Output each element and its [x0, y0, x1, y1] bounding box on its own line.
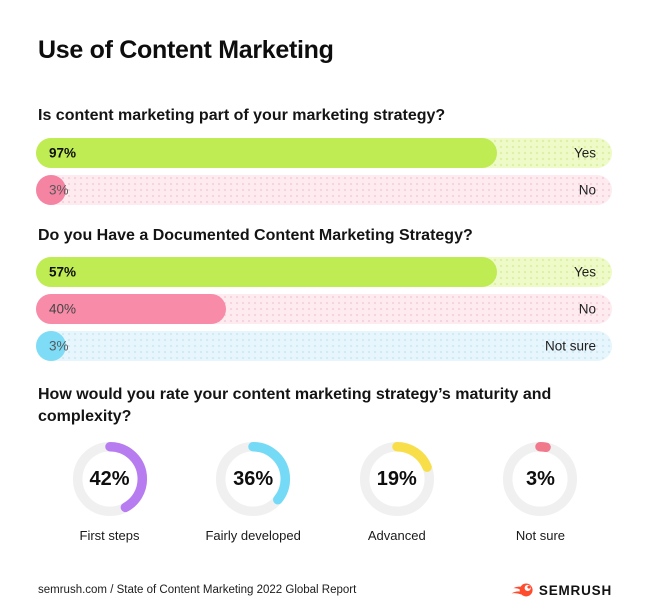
donut-arc-segment [359, 442, 434, 517]
bar-q1-no: 3% No [36, 174, 612, 205]
question-3-heading: How would you rate your content marketin… [38, 386, 552, 425]
question-block-strategy: Is content marketing part of your market… [36, 105, 612, 205]
donut-percent: 42% [89, 467, 130, 490]
donut-percent: 36% [233, 467, 274, 490]
bar-fill [36, 294, 227, 325]
donut-chart: 42% [72, 441, 148, 517]
page-title: Use of Content Marketing [38, 36, 334, 64]
donut-caption: Fairly developed [205, 528, 301, 544]
bar-q1-yes: 97% Yes [36, 137, 612, 168]
bar-answer-label: No [578, 182, 596, 198]
donut-percent: 19% [376, 467, 417, 490]
bar-fill [36, 257, 497, 288]
bar-answer-label: Not sure [544, 338, 596, 354]
source-attribution: semrush.com / State of Content Marketing… [38, 584, 357, 596]
question-block-maturity: How would you rate your content marketin… [38, 384, 612, 543]
bar-value-label: 97% [49, 145, 77, 161]
donut-chart: 3% [502, 441, 578, 517]
donut-arc-segment [216, 442, 291, 517]
donut-arc-segment [503, 442, 578, 517]
bar-value-label: 3% [49, 338, 69, 354]
semrush-flame-icon [511, 583, 533, 597]
bar-q2-not-sure: 3% Not sure [36, 331, 612, 362]
bar-answer-label: Yes [573, 145, 596, 161]
bar-q2-no: 40% No [36, 294, 612, 325]
donut-percent: 3% [526, 467, 555, 490]
bar-fill [36, 137, 497, 168]
question-2-heading: Do you Have a Documented Content Marketi… [38, 226, 473, 244]
bar-fill [36, 331, 66, 362]
donut-first-steps: 42% First steps [38, 441, 181, 543]
donut-not-sure: 3% Not sure [469, 441, 612, 543]
donut-caption: Not sure [515, 528, 566, 544]
donut-svg [72, 442, 147, 517]
bar-value-label: 57% [49, 264, 77, 280]
semrush-logo-text: SEMRUSH [538, 582, 612, 598]
question-1-heading: Is content marketing part of your market… [38, 107, 446, 124]
donut-arc-segment [72, 442, 147, 517]
question-1-bars: 97% Yes 3% No [36, 137, 612, 205]
question-2-bars: 57% Yes 40% No 3% Not sure [36, 257, 612, 362]
bar-q2-yes: 57% Yes [36, 257, 612, 288]
bar-value-label: 40% [49, 301, 77, 317]
bar-value-label: 3% [49, 182, 69, 198]
donut-advanced: 19% Advanced [325, 441, 468, 543]
donut-chart: 19% [359, 441, 435, 517]
donut-caption: Advanced [367, 528, 426, 544]
question-block-documented-strategy: Do you Have a Documented Content Marketi… [36, 225, 612, 362]
donut-svg [359, 442, 434, 517]
donut-svg [216, 442, 291, 517]
semrush-logo: SEMRUSH [510, 581, 612, 599]
donut-svg [503, 442, 578, 517]
footer: semrush.com / State of Content Marketing… [38, 581, 612, 599]
bar-answer-label: No [578, 301, 596, 317]
donut-fairly-developed: 36% Fairly developed [182, 441, 325, 543]
donut-chart: 36% [215, 441, 291, 517]
donut-caption: First steps [79, 528, 140, 544]
bar-answer-label: Yes [573, 264, 596, 280]
donut-row: 42% First steps 36% Fairly developed [38, 441, 612, 543]
bar-fill [36, 174, 66, 205]
